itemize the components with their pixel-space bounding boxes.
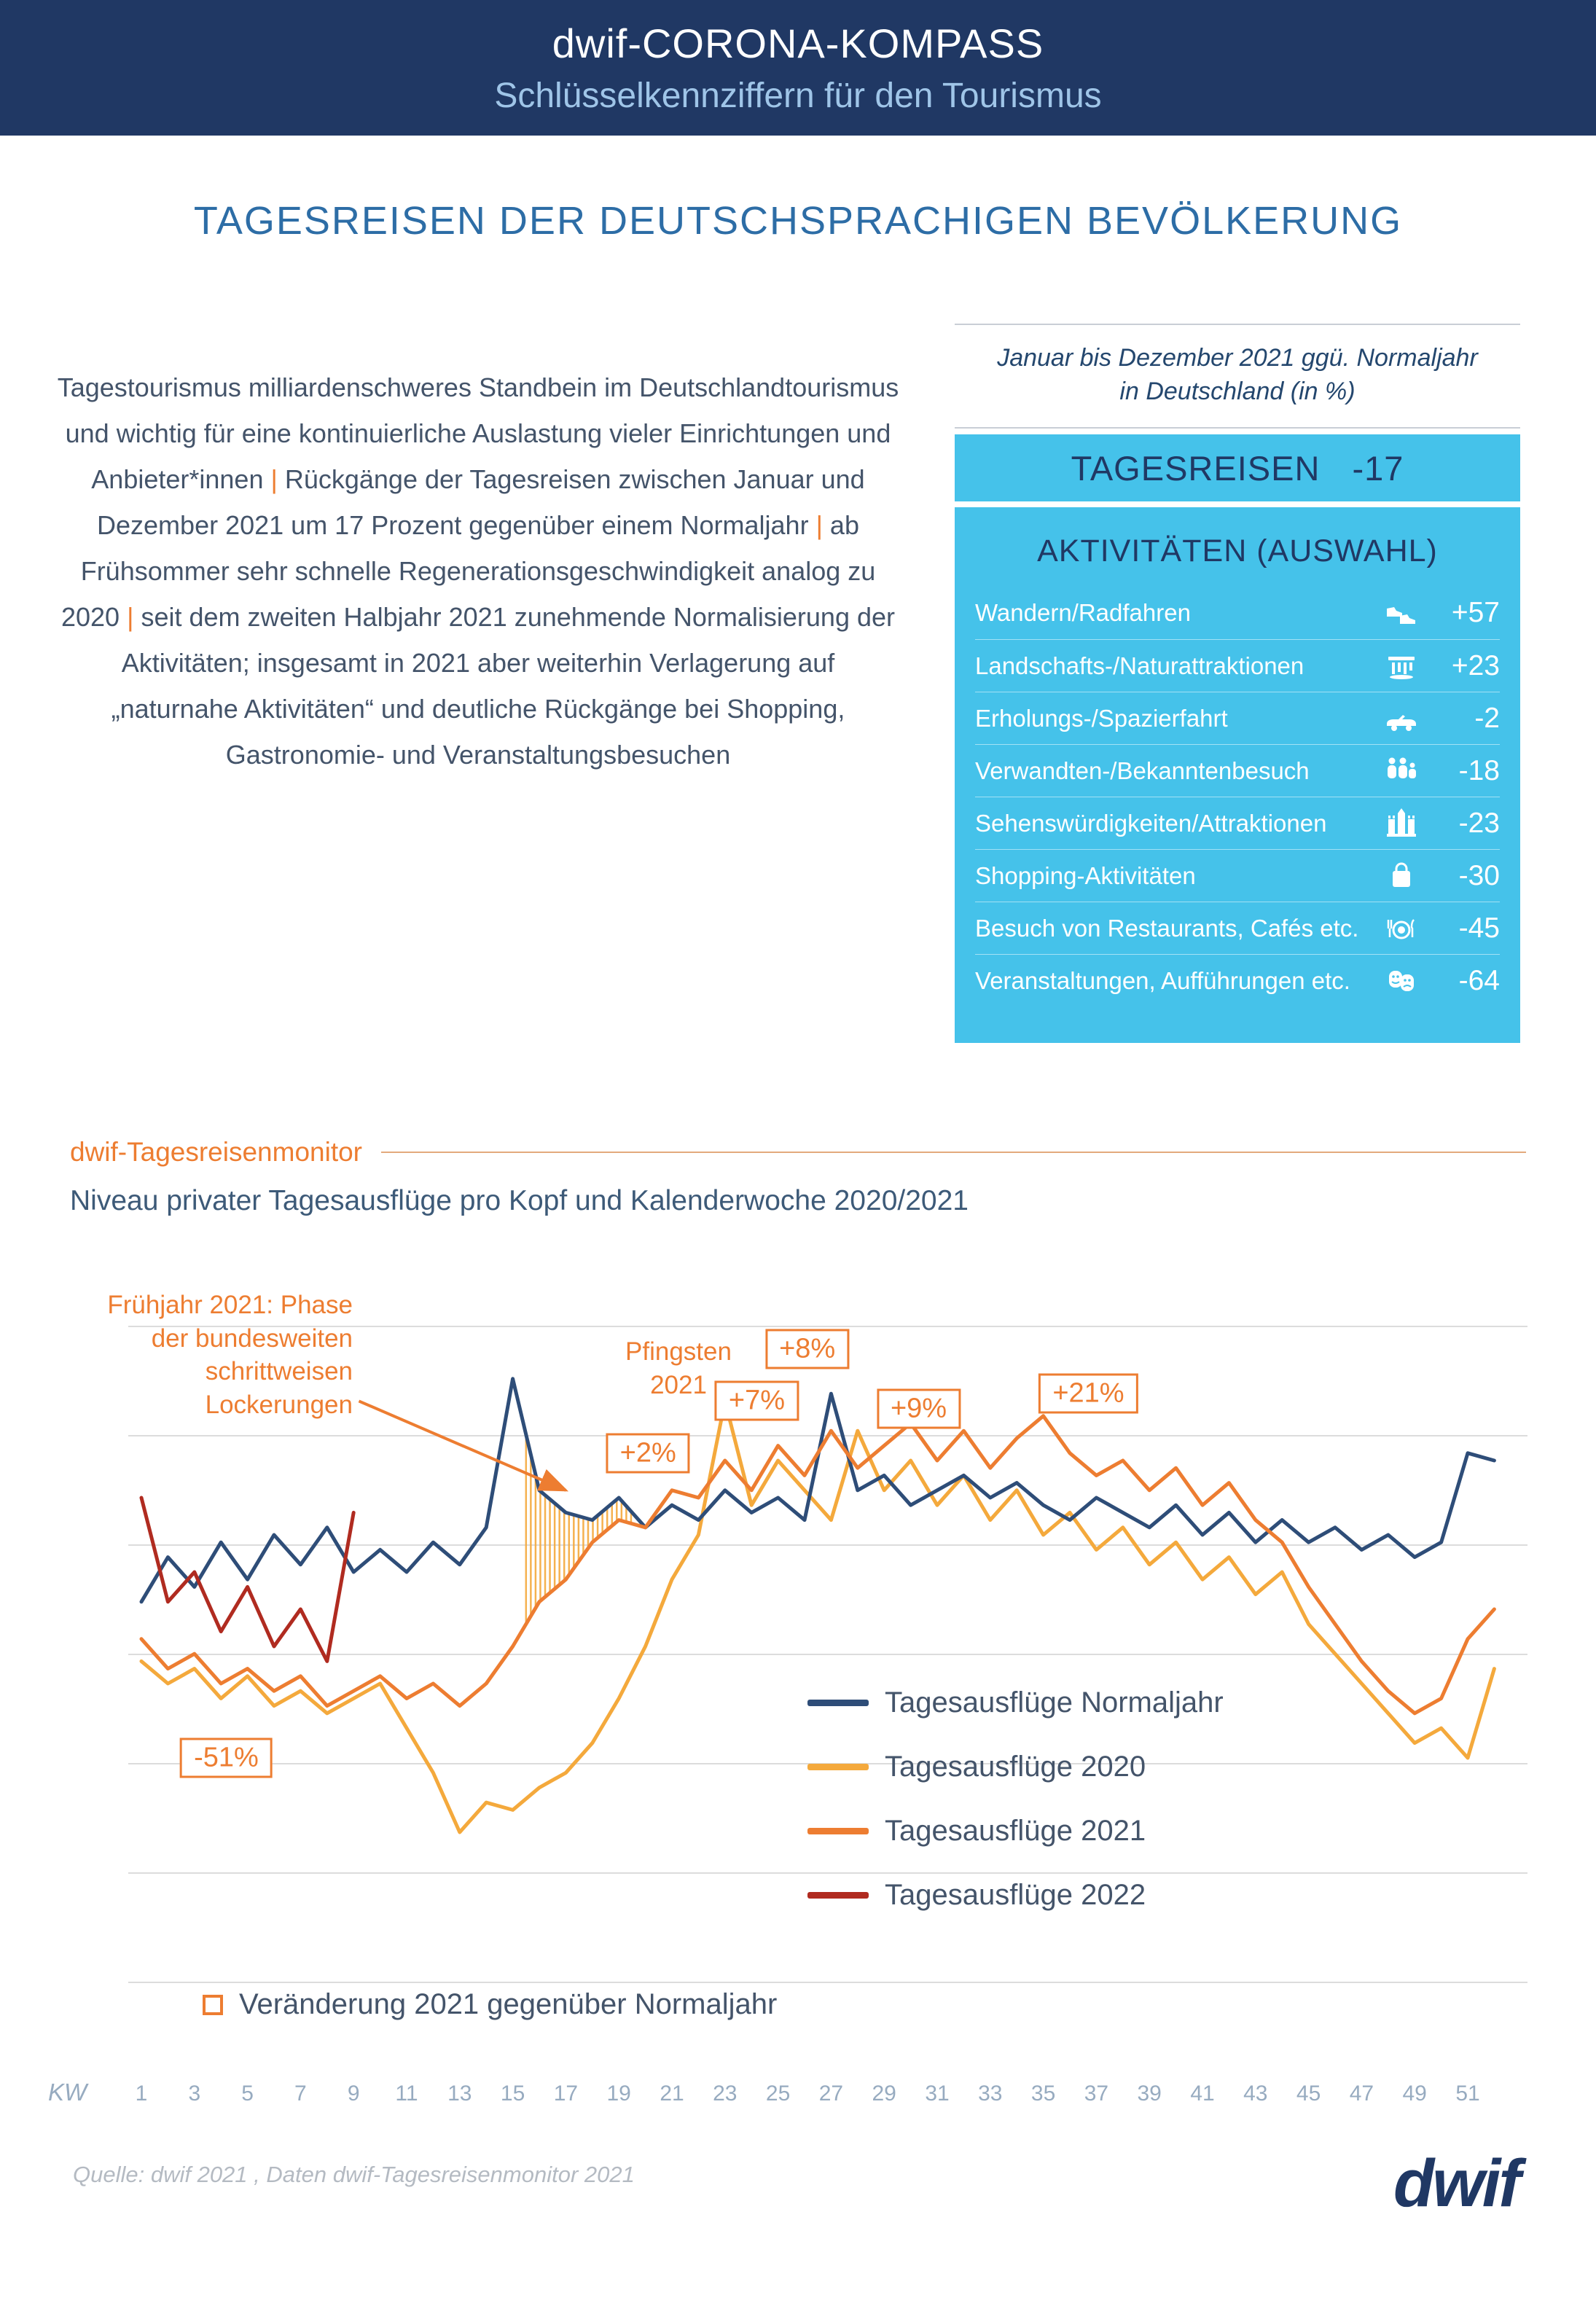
x-tick-label: 25 [766, 2081, 790, 2106]
period-note-line1: Januar bis Dezember 2021 ggü. Normaljahr [997, 344, 1478, 372]
x-tick-label: 21 [660, 2081, 684, 2106]
x-tick-label: 37 [1084, 2081, 1108, 2106]
separator: | [270, 464, 278, 494]
source-note: Quelle: dwif 2021 , Daten dwif-Tagesreis… [73, 2162, 635, 2187]
activity-label: Landschafts-/Naturattraktionen [975, 652, 1304, 679]
monitor-kicker-row: dwif-Tagesreisenmonitor [70, 1137, 1526, 1168]
activity-row: Veranstaltungen, Aufführungen etc. -64 [975, 954, 1500, 1006]
x-tick-label: 1 [136, 2081, 148, 2106]
restaurant-icon [1382, 909, 1421, 948]
x-tick-label: 7 [294, 2081, 307, 2106]
car-icon [1382, 699, 1421, 738]
activity-label: Verwandten-/Bekanntenbesuch [975, 757, 1310, 784]
x-tick-label: 13 [447, 2081, 472, 2106]
activity-row: Erholungs-/Spazierfahrt -2 [975, 692, 1500, 744]
series-line-3 [139, 1414, 1496, 1716]
intro-paragraph: Tagestourismus milliardenschweres Standb… [57, 372, 899, 770]
activity-value: -64 [1458, 964, 1500, 996]
activity-value: -2 [1474, 702, 1500, 734]
activity-label: Sehenswürdigkeiten/Attraktionen [975, 809, 1327, 837]
x-tick-label: 5 [241, 2081, 254, 2106]
divider [955, 324, 1520, 325]
x-tick-label: 31 [925, 2081, 949, 2106]
monitor-kicker: dwif-Tagesreisenmonitor [70, 1137, 363, 1167]
dwif-logo: dwif [1393, 2146, 1521, 2221]
activities-box: AKTIVITÄTEN (AUSWAHL) Wandern/Radfahren +… [955, 507, 1520, 1043]
activities-heading: AKTIVITÄTEN (AUSWAHL) [1037, 533, 1438, 568]
separator: | [815, 510, 823, 540]
page-title: TAGESREISEN DER DEUTSCHSPRACHIGEN BEVÖLK… [193, 199, 1403, 243]
tagesreisen-total: TAGESREISEN -17 [955, 434, 1520, 501]
activity-value: -18 [1458, 754, 1500, 786]
x-tick-label: 49 [1403, 2081, 1427, 2106]
x-tick-label: 23 [713, 2081, 737, 2106]
x-tick-label: 33 [978, 2081, 1002, 2106]
total-label: TAGESREISEN [1071, 448, 1321, 488]
x-tick-label: 29 [872, 2081, 896, 2106]
waterfall-icon [1382, 646, 1421, 686]
x-tick-label: 17 [554, 2081, 578, 2106]
activity-label: Shopping-Aktivitäten [975, 861, 1196, 889]
x-tick-label: 45 [1296, 2081, 1321, 2106]
period-note: Januar bis Dezember 2021 ggü. Normaljahr… [955, 325, 1520, 427]
x-tick-label: 43 [1243, 2081, 1267, 2106]
activity-label: Wandern/Radfahren [975, 599, 1191, 626]
x-axis-label: KW [48, 2079, 89, 2106]
period-note-line2: in Deutschland (in %) [1119, 378, 1356, 405]
series-line-4 [139, 1496, 356, 1663]
x-tick-label: 47 [1350, 2081, 1374, 2106]
x-tick-label: 41 [1190, 2081, 1214, 2106]
separator: | [127, 602, 134, 632]
tagesreisen-chart: 1 3 5 7 9 11 13 15 17 19 21 23 25 27 29 31 33 35 37 39 41 43 4… [48, 1326, 1527, 2106]
report-subtitle: Schlüsselkennziffern für den Tourismus [494, 77, 1102, 115]
activity-row: Sehenswürdigkeiten/Attraktionen -23 [975, 797, 1500, 849]
activity-row: Shopping-Aktivitäten -30 [975, 849, 1500, 902]
x-tick-label: 11 [395, 2081, 418, 2106]
x-tick-label: 19 [607, 2081, 631, 2106]
activities-list: Wandern/Radfahren +57 Landschafts-/Naturat… [975, 587, 1500, 1006]
theater-masks-icon [1382, 961, 1421, 1001]
family-icon [1382, 751, 1421, 791]
activity-label: Erholungs-/Spazierfahrt [975, 704, 1228, 732]
x-tick-label: 39 [1138, 2081, 1162, 2106]
activity-label: Veranstaltungen, Aufführungen etc. [975, 966, 1350, 994]
spring-callout-arrow [358, 1399, 569, 1492]
activity-row: Besuch von Restaurants, Cafés etc. -45 [975, 902, 1500, 954]
activity-value: +57 [1451, 597, 1500, 628]
activity-label: Besuch von Restaurants, Cafés etc. [975, 914, 1359, 942]
activity-value: -23 [1458, 807, 1500, 839]
divider [381, 1152, 1526, 1153]
activity-value: -45 [1458, 912, 1500, 944]
activity-row: Verwandten-/Bekanntenbesuch -18 [975, 744, 1500, 797]
x-tick-label: 35 [1031, 2081, 1055, 2106]
report-title: dwif-CORONA-KOMPASS [552, 20, 1044, 66]
total-value: -17 [1352, 448, 1404, 488]
divider [955, 427, 1520, 429]
activity-row: Landschafts-/Naturattraktionen +23 [975, 639, 1500, 692]
activity-row: Wandern/Radfahren +57 [975, 587, 1500, 639]
hiking-boots-icon [1382, 593, 1421, 633]
key-figures-panel: Januar bis Dezember 2021 ggü. Normaljahr… [955, 324, 1520, 1043]
activity-value: +23 [1451, 649, 1500, 681]
shopping-bag-icon [1382, 856, 1421, 896]
x-tick-label: 51 [1455, 2081, 1479, 2106]
x-tick-label: 15 [501, 2081, 525, 2106]
x-tick-label: 27 [819, 2081, 843, 2106]
x-tick-label: 3 [188, 2081, 200, 2106]
chart-title: Niveau privater Tagesausflüge pro Kopf u… [70, 1185, 969, 1216]
activity-value: -30 [1458, 859, 1500, 891]
castle-icon [1382, 804, 1421, 843]
x-tick-label: 9 [348, 2081, 360, 2106]
header-bar: dwif-CORONA-KOMPASS Schlüsselkennziffern… [0, 0, 1596, 136]
series-line-2 [139, 1399, 1496, 1834]
